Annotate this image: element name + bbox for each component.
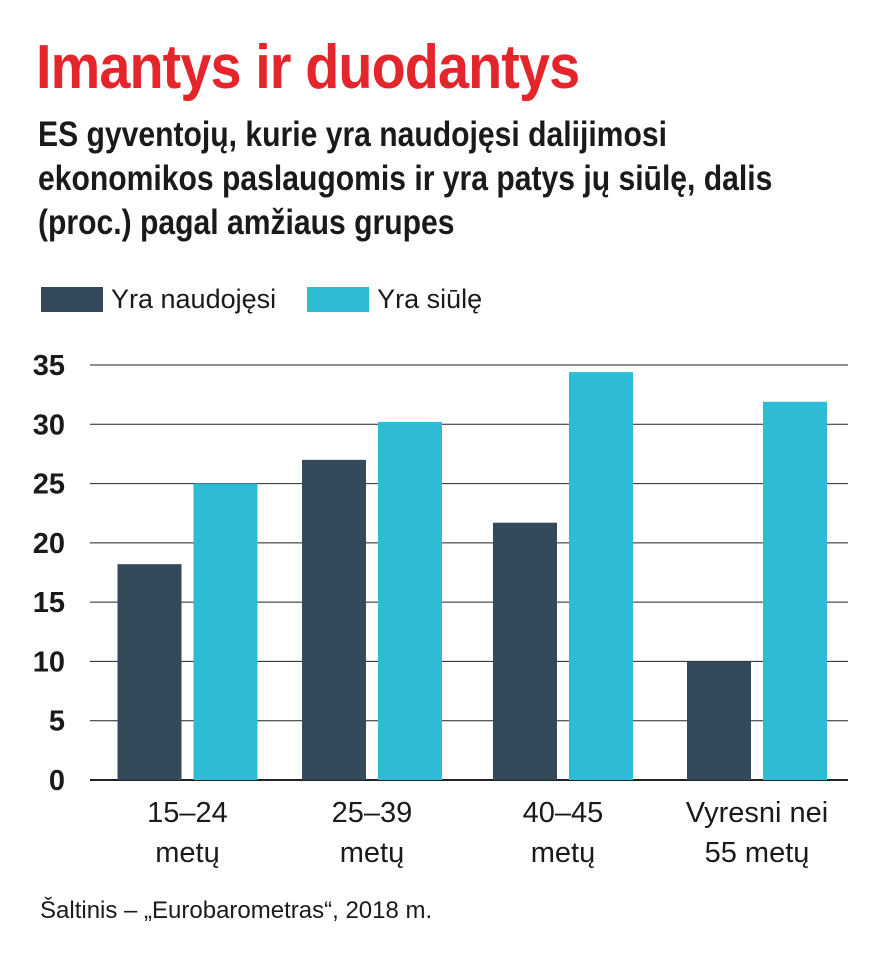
- y-tick-label: 5: [49, 706, 65, 738]
- source-note: Šaltinis – „Eurobarometras“, 2018 m.: [40, 897, 433, 924]
- x-tick-label: 55 metų: [705, 837, 810, 869]
- x-tick-label: metų: [155, 837, 219, 869]
- y-tick-label: 10: [33, 646, 65, 678]
- y-tick-label: 30: [33, 409, 65, 441]
- y-tick-label: 20: [33, 528, 65, 560]
- legend-item-used: Yra naudojęsi: [41, 284, 276, 315]
- bar-offered: [378, 421, 442, 780]
- x-tick-label: metų: [340, 837, 404, 869]
- legend-swatch-used: [41, 286, 103, 312]
- bar-used: [117, 564, 182, 780]
- x-tick-label: Vyresni nei: [686, 797, 828, 829]
- y-tick-label: 25: [33, 469, 65, 501]
- legend-swatch-offered: [307, 286, 370, 312]
- y-tick-label: 15: [33, 587, 65, 619]
- bar-offered: [569, 372, 633, 780]
- bar-offered: [763, 401, 827, 780]
- x-tick-label: 15–24: [147, 797, 228, 829]
- bar-used: [687, 661, 751, 780]
- bar-used: [493, 522, 557, 780]
- legend-label-offered: Yra siūlę: [377, 283, 483, 314]
- y-tick-label: 0: [49, 765, 65, 797]
- bar-offered: [193, 483, 258, 780]
- legend-item-offered: Yra siūlę: [307, 284, 482, 315]
- x-tick-label: metų: [531, 837, 595, 869]
- bar-used: [302, 459, 366, 780]
- y-tick-label: 35: [33, 350, 65, 382]
- x-tick-label: 40–45: [523, 797, 604, 829]
- bar-chart: 0 5 10 15 20 25 30 35 15–24 metų 25–39 metų 40–45 met…: [33, 350, 848, 869]
- chart-title: Imantys ir duodantys: [36, 33, 580, 102]
- chart-subtitle: ES gyventojų, kurie yra naudojęsi daliji…: [38, 115, 773, 242]
- x-tick-label: 25–39: [332, 797, 413, 829]
- legend-label-used: Yra naudojęsi: [111, 283, 277, 314]
- legend: Yra naudojęsi Yra siūlę: [41, 282, 513, 316]
